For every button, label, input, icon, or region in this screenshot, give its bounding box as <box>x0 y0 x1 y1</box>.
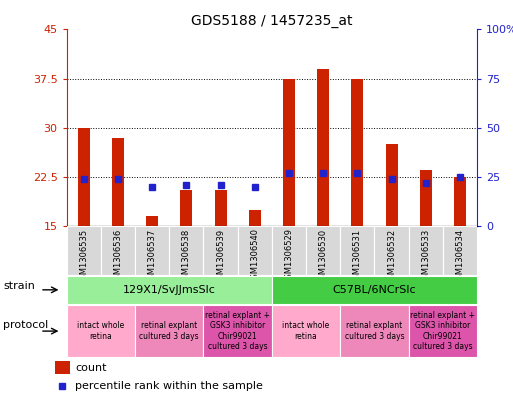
Bar <box>146 216 158 226</box>
Bar <box>78 128 90 226</box>
Bar <box>249 209 261 226</box>
Text: intact whole
retina: intact whole retina <box>77 321 125 341</box>
Text: GSM1306529: GSM1306529 <box>285 228 293 285</box>
Bar <box>420 170 432 226</box>
Text: GSM1306530: GSM1306530 <box>319 228 328 285</box>
Bar <box>443 226 477 275</box>
Bar <box>101 226 135 275</box>
Text: C57BL/6NCrSlc: C57BL/6NCrSlc <box>332 285 417 295</box>
Text: retinal explant
cultured 3 days: retinal explant cultured 3 days <box>345 321 404 341</box>
Text: GSM1306539: GSM1306539 <box>216 228 225 285</box>
Bar <box>67 226 101 275</box>
Text: GSM1306534: GSM1306534 <box>456 228 464 285</box>
Bar <box>306 226 340 275</box>
Bar <box>340 226 374 275</box>
Bar <box>454 177 466 226</box>
Text: GSM1306532: GSM1306532 <box>387 228 396 285</box>
Text: protocol: protocol <box>3 320 49 330</box>
Bar <box>112 138 124 226</box>
Text: retinal explant +
GSK3 inhibitor
Chir99021
cultured 3 days: retinal explant + GSK3 inhibitor Chir990… <box>410 311 476 351</box>
Bar <box>135 305 204 357</box>
Bar <box>181 190 192 226</box>
Title: GDS5188 / 1457235_at: GDS5188 / 1457235_at <box>191 15 352 28</box>
Bar <box>67 276 272 304</box>
Text: count: count <box>75 362 106 373</box>
Bar <box>67 305 135 357</box>
Bar <box>214 190 227 226</box>
Bar <box>317 69 329 226</box>
Text: GSM1306537: GSM1306537 <box>148 228 156 285</box>
Bar <box>386 144 398 226</box>
Bar <box>272 226 306 275</box>
Text: GSM1306533: GSM1306533 <box>421 228 430 285</box>
Bar <box>351 79 363 226</box>
Bar <box>238 226 272 275</box>
Text: GSM1306538: GSM1306538 <box>182 228 191 285</box>
Text: GSM1306535: GSM1306535 <box>80 228 88 285</box>
Text: 129X1/SvJJmsSlc: 129X1/SvJJmsSlc <box>123 285 216 295</box>
Text: intact whole
retina: intact whole retina <box>283 321 330 341</box>
Text: percentile rank within the sample: percentile rank within the sample <box>75 381 263 391</box>
Text: GSM1306536: GSM1306536 <box>113 228 123 285</box>
Bar <box>409 226 443 275</box>
Bar <box>204 226 238 275</box>
Text: strain: strain <box>3 281 35 291</box>
Text: GSM1306540: GSM1306540 <box>250 228 259 285</box>
Text: GSM1306531: GSM1306531 <box>353 228 362 285</box>
Bar <box>272 276 477 304</box>
Bar <box>409 305 477 357</box>
Bar <box>272 305 340 357</box>
Text: retinal explant +
GSK3 inhibitor
Chir99021
cultured 3 days: retinal explant + GSK3 inhibitor Chir990… <box>205 311 270 351</box>
Bar <box>54 361 70 373</box>
Bar <box>135 226 169 275</box>
Bar <box>374 226 409 275</box>
Text: retinal explant
cultured 3 days: retinal explant cultured 3 days <box>140 321 199 341</box>
Bar <box>169 226 204 275</box>
Bar <box>340 305 409 357</box>
Bar <box>204 305 272 357</box>
Bar <box>283 79 295 226</box>
